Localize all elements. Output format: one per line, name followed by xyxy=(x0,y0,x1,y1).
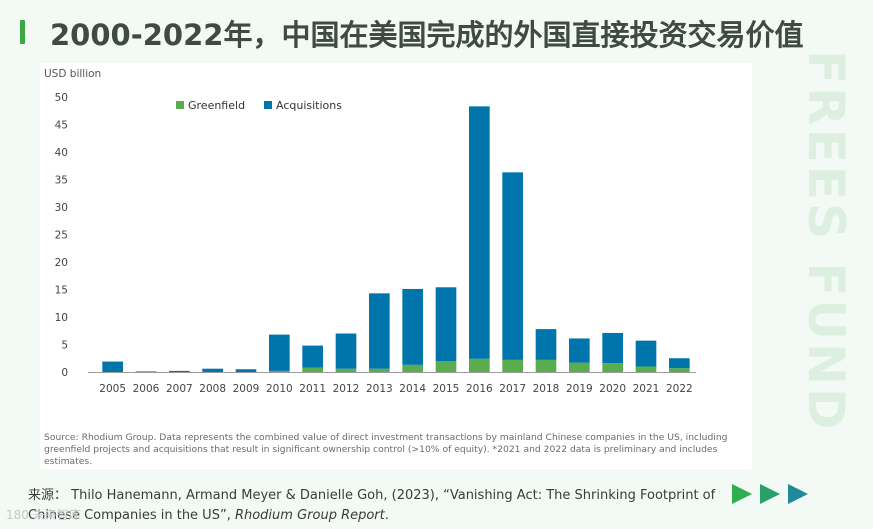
bar-acquisitions xyxy=(135,371,157,372)
y-tick-label: 45 xyxy=(55,120,68,132)
y-axis-label: USD billion xyxy=(44,68,101,80)
bar-greenfield xyxy=(569,362,590,372)
bar-greenfield xyxy=(535,359,557,372)
y-tick-label: 20 xyxy=(55,257,68,269)
legend-label: Greenfield xyxy=(188,99,245,112)
x-tick-label: 2016 xyxy=(466,383,493,395)
legend-swatch xyxy=(176,101,184,109)
y-tick-label: 15 xyxy=(55,285,68,297)
citation-journal: Rhodium Group Report xyxy=(234,508,385,523)
bar-acquisitions xyxy=(335,333,357,369)
x-tick-label: 2020 xyxy=(599,383,626,395)
bar-acquisitions xyxy=(235,369,257,372)
bar-acquisitions xyxy=(469,106,490,359)
bar-greenfield xyxy=(402,364,423,372)
bar-acquisitions xyxy=(435,287,457,361)
play-arrow-icon xyxy=(788,484,808,504)
y-tick-label: 25 xyxy=(55,230,68,242)
chart-panel: USD billion 0 5 10 15 20 25 30 35 40 45 50 2005 2006 2… xyxy=(40,63,752,469)
x-tick-label: 2022 xyxy=(666,383,693,395)
bar-acquisitions xyxy=(102,361,123,372)
y-tick-label: 50 xyxy=(55,92,68,104)
bar-acquisitions xyxy=(269,334,290,371)
y-tick-label: 10 xyxy=(55,312,68,324)
bar-greenfield xyxy=(469,358,490,372)
x-tick-label: 2010 xyxy=(266,383,293,395)
x-tick-label: 2019 xyxy=(566,383,593,395)
x-tick-label: 2014 xyxy=(399,383,426,395)
x-tick-label: 2018 xyxy=(533,383,560,395)
bar-greenfield xyxy=(335,368,357,372)
x-tick-label: 2017 xyxy=(499,383,526,395)
citation-end: . xyxy=(384,508,389,523)
bar-greenfield xyxy=(635,366,657,372)
bar-acquisitions xyxy=(502,172,523,360)
x-tick-label: 2021 xyxy=(633,383,660,395)
x-tick-label: 2006 xyxy=(133,383,160,395)
legend-label: Acquisitions xyxy=(276,99,342,112)
y-tick-label: 30 xyxy=(55,202,68,214)
y-tick-label: 35 xyxy=(55,175,68,187)
x-tick-label: 2008 xyxy=(199,383,226,395)
x-tick-label: 2005 xyxy=(99,383,126,395)
legend-swatch xyxy=(264,101,272,109)
play-arrow-icon xyxy=(732,484,752,504)
bar-greenfield xyxy=(369,368,390,372)
bar-acquisitions xyxy=(402,288,423,365)
citation-prefix: 来源： xyxy=(28,488,68,503)
x-tick-label: 2007 xyxy=(166,383,193,395)
citation-body: Thilo Hanemann, Armand Meyer & Danielle … xyxy=(28,488,716,523)
bar-greenfield xyxy=(602,363,623,372)
x-tick-label: 2015 xyxy=(433,383,460,395)
bar-acquisitions xyxy=(202,368,223,372)
title-accent-bar xyxy=(20,20,25,44)
bar-greenfield xyxy=(302,367,323,372)
bar-acquisitions xyxy=(635,340,657,367)
logo-watermark: 180 未来智库 xyxy=(6,508,81,522)
x-tick-label: 2011 xyxy=(299,383,326,395)
bar-acquisitions xyxy=(569,338,590,363)
bar-acquisitions xyxy=(302,345,323,368)
bar-acquisitions xyxy=(169,370,190,372)
x-tick-label: 2012 xyxy=(333,383,360,395)
bar-acquisitions xyxy=(535,329,557,360)
bar-greenfield xyxy=(502,359,523,372)
nav-arrows xyxy=(732,484,808,504)
y-tick-label: 0 xyxy=(61,367,68,379)
bar-acquisitions xyxy=(369,293,390,369)
x-tick-label: 2013 xyxy=(366,383,393,395)
y-tick-label: 5 xyxy=(61,340,68,352)
x-tick-label: 2009 xyxy=(233,383,260,395)
chart-source-note: Source: Rhodium Group. Data represents t… xyxy=(44,432,728,467)
citation: 来源： Thilo Hanemann, Armand Meyer & Danie… xyxy=(28,486,728,526)
brand-watermark: FREES FUND xyxy=(797,50,855,433)
play-arrow-icon xyxy=(760,484,780,504)
bar-greenfield xyxy=(435,361,457,372)
page-title: 2000-2022年，中国在美国完成的外国直接投资交易价值 xyxy=(50,18,804,52)
bar-acquisitions xyxy=(602,332,623,364)
bar-greenfield xyxy=(669,368,690,372)
bar-greenfield xyxy=(269,370,290,372)
bar-chart: USD billion 0 5 10 15 20 25 30 35 40 45 50 2005 2006 2… xyxy=(44,68,696,395)
bar-acquisitions xyxy=(669,358,690,369)
y-tick-label: 40 xyxy=(55,147,68,159)
